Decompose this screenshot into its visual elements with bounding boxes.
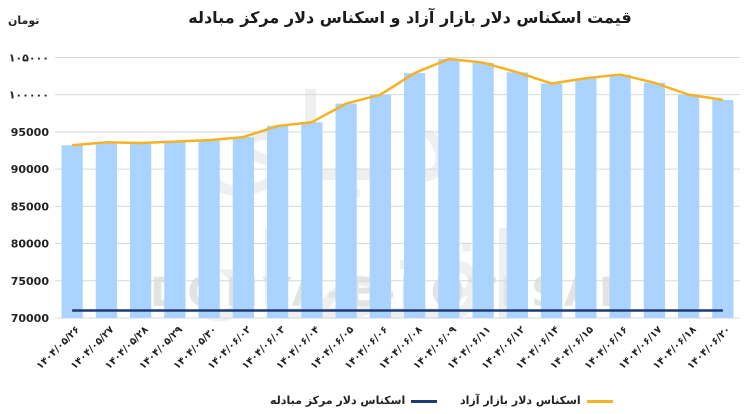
bar (643, 82, 665, 318)
bar (130, 143, 152, 318)
bar (506, 72, 528, 318)
bar (301, 122, 323, 318)
bar (267, 125, 289, 318)
bar (438, 58, 460, 318)
line-series (72, 57, 724, 312)
legend: اسکناس دلار بازار آزاد اسکناس دلار مرکز … (270, 394, 650, 410)
legend-item-free-market: اسکناس دلار بازار آزاد (460, 394, 613, 407)
legend-label-exchange-center: اسکناس دلار مرکز مبادله (270, 394, 406, 407)
x-axis-ticks: ۱۴۰۴/۰۵/۲۶۱۴۰۴/۰۵/۲۷۱۴۰۴/۰۵/۲۸۱۴۰۴/۰۵/۲۹… (35, 324, 733, 371)
chart-title: قیمت اسکناس دلار بازار آزاد و اسکناس دلا… (188, 8, 632, 27)
bar (61, 145, 83, 318)
bar (609, 74, 631, 318)
grid-lines (55, 56, 740, 319)
bar (164, 141, 186, 318)
y-tick-label: 90000 (11, 163, 50, 176)
y-tick-label: 70000 (11, 312, 50, 325)
y-tick-label: 75000 (11, 275, 50, 288)
y-tick-label: ۱۰۰۰۰۰ (9, 89, 49, 102)
bar (575, 78, 597, 319)
bar (369, 94, 391, 319)
y-tick-label: 80000 (11, 238, 50, 251)
bar (472, 62, 494, 319)
legend-swatch-exchange-center (411, 399, 438, 403)
legend-swatch-free-market (586, 399, 613, 403)
bar-series (61, 58, 734, 319)
bar (712, 99, 734, 318)
bar (95, 142, 117, 318)
y-tick-label: 85000 (11, 200, 50, 213)
y-axis-ticks: ۱۰۵۰۰۰ ۱۰۰۰۰۰ 95000 90000 85000 80000 75000 700… (9, 51, 50, 325)
line-free-market (72, 57, 724, 147)
bar (404, 73, 426, 318)
y-tick-label: 95000 (11, 126, 50, 139)
unit-label: تومان (8, 14, 40, 27)
bar (541, 83, 563, 318)
legend-label-free-market: اسکناس دلار بازار آزاد (460, 394, 581, 407)
legend-item-exchange-center: اسکناس دلار مرکز مبادله (270, 394, 438, 407)
bar (198, 140, 220, 318)
y-tick-label: ۱۰۵۰۰۰ (9, 51, 49, 64)
bar (232, 137, 254, 318)
bar (335, 103, 357, 318)
bar (678, 94, 700, 319)
